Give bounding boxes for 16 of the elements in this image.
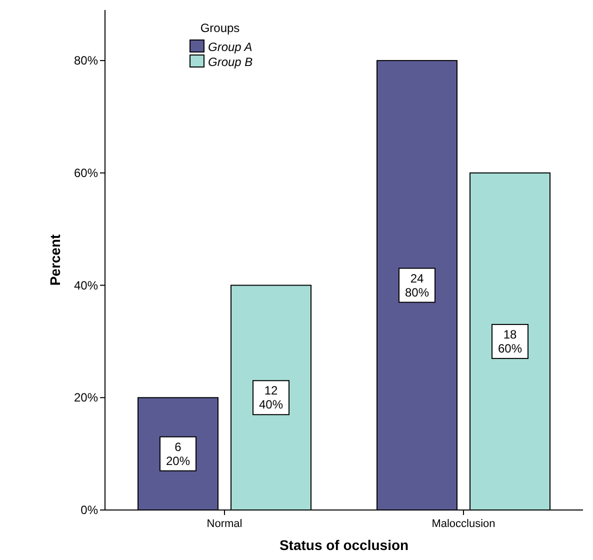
y-tick-label: 0% <box>80 503 98 517</box>
x-axis-title: Status of occlusion <box>279 537 409 553</box>
data-label: 6 20% <box>166 440 190 468</box>
data-label: 18 60% <box>498 327 522 356</box>
y-tick-label: 80% <box>74 54 98 68</box>
y-tick-label: 60% <box>74 166 98 180</box>
y-tick-label: 20% <box>74 390 98 405</box>
legend-label: Group B <box>208 55 253 69</box>
legend-label: Group A <box>208 40 252 54</box>
legend-title: Groups <box>200 21 240 35</box>
x-tick-label: Normal <box>206 518 242 530</box>
y-tick-label: 40% <box>74 278 98 292</box>
x-tick-label: Malocclusion <box>432 518 496 530</box>
y-axis-title: Percent <box>47 234 63 286</box>
data-label: 12 40% <box>258 384 284 412</box>
data-label: 24 80% <box>404 271 430 300</box>
